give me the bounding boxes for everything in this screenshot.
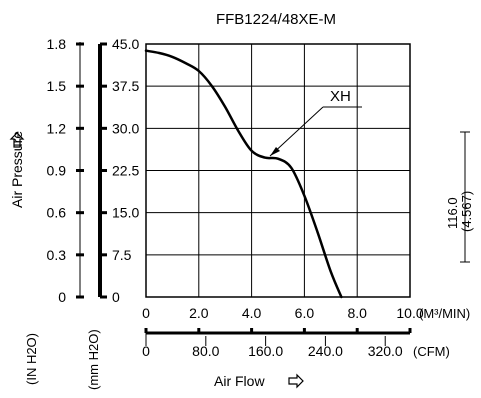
x-axis-cfm [145, 333, 386, 346]
series-label-arrowhead [270, 147, 280, 156]
x-axis-m3min-labels: 0 2.0 4.0 6.0 8.0 10.0 [142, 305, 424, 321]
y-tick-label: 15.0 [112, 205, 139, 221]
x-axis-title: Air Flow [214, 373, 304, 389]
x2-tick-label: 240.0 [308, 343, 343, 359]
x-tick-label: 8.0 [347, 305, 367, 321]
x-tick-label: 4.0 [242, 305, 262, 321]
y-tick-label: 45.0 [112, 36, 139, 52]
grid [146, 44, 410, 297]
y-axis-mmh2o [98, 42, 107, 299]
y-tick-label: 0 [112, 289, 120, 305]
y-axis-title: Air Pressure (IN H2O) (mm H2O) [9, 131, 101, 390]
x-axis-unit-cfm: (CFM) [413, 344, 450, 359]
series-line-xh [144, 49, 343, 299]
chart-title: FFB1224/48XE-M [216, 11, 336, 28]
y-axis-inh2o [76, 42, 84, 299]
dimension-value-inch: (4.567) [459, 191, 474, 232]
right-arrow-icon [288, 373, 304, 389]
y2-tick-label: 0 [58, 289, 66, 305]
x2-tick-label: 0 [142, 343, 150, 359]
x2-tick-label: 160.0 [248, 343, 283, 359]
y-tick-label: 7.5 [112, 247, 132, 263]
x-axis-label: Air Flow [214, 373, 265, 389]
series-label-xh: XH [330, 88, 351, 105]
x-axis-unit-m3min: (M³/MIN) [419, 306, 470, 321]
x-tick-label: 6.0 [295, 305, 315, 321]
x-axis-cfm-labels: 0 80.0 160.0 240.0 320.0 [142, 343, 403, 359]
x2-tick-label: 80.0 [192, 343, 219, 359]
x2-tick-label: 320.0 [368, 343, 403, 359]
y2-tick-label: 1.2 [47, 120, 67, 136]
y2-tick-label: 0.9 [47, 163, 67, 179]
y-tick-label: 37.5 [112, 78, 139, 94]
y2-tick-label: 1.8 [47, 36, 67, 52]
x-tick-label: 0 [142, 305, 150, 321]
y2-tick-label: 0.6 [47, 205, 67, 221]
y-axis-inh2o-labels: 0 0.3 0.6 0.9 1.2 1.5 1.8 [47, 36, 67, 305]
y-axis-label: Air Pressure [9, 131, 25, 208]
y-axis-unit-mmh2o: (mm H2O) [86, 329, 101, 390]
y-tick-label: 22.5 [112, 163, 139, 179]
series-label-leader [269, 106, 324, 157]
dimension-annotation: 116.0 (4.567) [445, 131, 474, 263]
dimension-value: 116.0 [445, 197, 460, 229]
up-arrow-icon [9, 132, 25, 148]
y-axis-unit-inh2o: (IN H2O) [24, 333, 39, 385]
y2-tick-label: 1.5 [47, 78, 67, 94]
x-axis-m3min [144, 328, 412, 335]
plot-area [144, 43, 411, 299]
y-tick-label: 30.0 [112, 120, 139, 136]
series-label: XH [269, 88, 362, 157]
x-tick-label: 2.0 [189, 305, 209, 321]
x-tick-label: 10.0 [396, 305, 423, 321]
y-axis-mmh2o-labels: 0 7.5 15.0 22.5 30.0 37.5 45.0 [112, 36, 139, 305]
y2-tick-label: 0.3 [47, 247, 67, 263]
